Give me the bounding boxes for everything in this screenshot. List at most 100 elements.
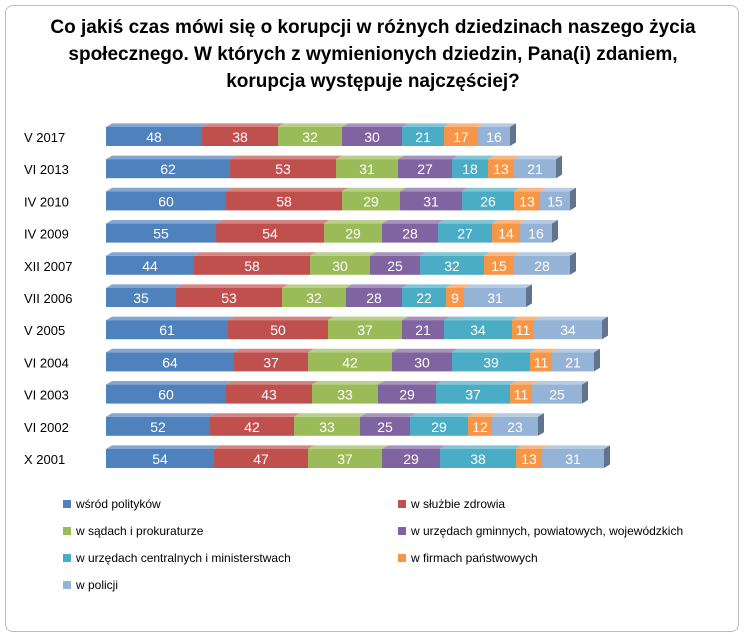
bar-segment — [106, 159, 230, 179]
data-label: 22 — [416, 290, 432, 306]
bar-segment-top — [342, 123, 408, 127]
data-label: 58 — [276, 193, 292, 209]
data-label: 21 — [527, 161, 543, 177]
bar-segment-top — [106, 445, 220, 449]
category-label: IV 2009 — [24, 227, 69, 242]
bar-segment — [106, 384, 226, 404]
bar-segment-top — [226, 187, 348, 192]
category-label: V 2017 — [24, 130, 65, 145]
bar-segment — [278, 127, 342, 146]
bar-segment-top — [106, 252, 200, 256]
chart-title: Co jakiś czas mówi się o korupcji w różn… — [50, 17, 696, 92]
bar-segment-top — [106, 155, 236, 160]
data-label: 47 — [253, 451, 269, 467]
bar-segment — [294, 416, 360, 436]
data-label: 55 — [153, 226, 169, 242]
data-label: 52 — [150, 419, 166, 435]
bar-segment-top — [420, 252, 490, 256]
bar-segment — [478, 127, 510, 146]
data-label: 13 — [521, 451, 537, 467]
bar-segment-top — [436, 381, 516, 385]
bar-segment-top — [106, 123, 208, 127]
bar-segment-top — [230, 155, 342, 160]
data-label: 11 — [514, 387, 529, 403]
bar-segment — [532, 384, 582, 404]
data-label: 30 — [332, 258, 348, 274]
bar-segment-side — [510, 123, 516, 146]
bar-segment — [410, 416, 468, 436]
bar-segment-top — [328, 316, 408, 321]
legend-label: w służbie zdrowia — [411, 497, 506, 511]
legend-swatch — [63, 581, 71, 589]
data-label: 34 — [560, 322, 576, 338]
data-label: 48 — [146, 129, 162, 145]
bar-segment-top — [308, 445, 388, 449]
bar-segment-top — [342, 187, 406, 192]
bar-segment — [438, 223, 492, 243]
bar-segment — [226, 191, 342, 211]
bar-row: VI 2013 62 53 31 27 18 13 21 — [24, 155, 562, 179]
bar-segment-top — [294, 413, 366, 417]
bar-segment-side — [594, 348, 600, 372]
data-label: 60 — [158, 387, 174, 403]
bar-segment-top — [400, 187, 468, 192]
bar-segment-top — [106, 187, 232, 192]
data-label: 16 — [486, 129, 502, 145]
data-label: 16 — [528, 226, 544, 242]
data-label: 21 — [565, 354, 581, 370]
bar-segment-side — [526, 284, 532, 307]
bar-segment — [440, 449, 516, 468]
bar-segment — [106, 191, 226, 211]
bar-segment — [514, 191, 540, 211]
bar-segment — [392, 352, 452, 372]
data-label: 26 — [480, 193, 496, 209]
category-label: VI 2013 — [24, 162, 69, 177]
data-label: 54 — [152, 451, 168, 467]
legend-label: w urzędach gminnych, powiatowych, wojewó… — [411, 524, 684, 538]
bar-segment — [202, 127, 278, 146]
bar-segment — [512, 320, 534, 340]
bar-segment — [444, 127, 478, 146]
bar-segment — [514, 255, 570, 275]
bar-segment — [346, 288, 402, 307]
bar-segment — [552, 352, 594, 372]
legend-label: w policji — [76, 578, 119, 592]
data-label: 15 — [491, 258, 507, 274]
data-label: 61 — [159, 322, 175, 338]
bar-segment — [378, 384, 436, 404]
bar-segment-top — [378, 381, 442, 385]
data-label: 60 — [158, 193, 174, 209]
bar-segment-top — [492, 413, 544, 417]
data-label: 58 — [244, 258, 260, 274]
bar-segment — [176, 288, 282, 307]
data-label: 37 — [337, 451, 353, 467]
data-label: 39 — [483, 354, 499, 370]
bar-segment-top — [382, 220, 444, 224]
legend-label: w urzędach centralnych i ministerstwach — [76, 551, 291, 565]
bar-segment-top — [210, 413, 300, 417]
bar-row: IV 2009 55 54 29 28 27 14 16 — [24, 220, 558, 243]
legend-label: w sądach i prokuraturze — [76, 524, 204, 538]
bar-segment-top — [336, 155, 404, 160]
bar-segment-top — [278, 123, 348, 127]
data-label: 11 — [534, 354, 549, 370]
bar-segment-top — [510, 381, 538, 385]
bar-segment-top — [310, 252, 376, 256]
data-label: 43 — [261, 387, 277, 403]
data-label: 30 — [414, 354, 430, 370]
data-label: 30 — [364, 129, 380, 145]
bar-segment-side — [602, 316, 608, 340]
category-label: IV 2010 — [24, 194, 69, 209]
data-label: 17 — [453, 129, 469, 145]
bar-segment-top — [468, 413, 498, 417]
bar-segment — [106, 449, 214, 468]
bar-segment — [106, 352, 234, 372]
bar-segment-top — [106, 381, 232, 385]
bar-segment — [342, 127, 402, 146]
bar-row: VI 2004 64 37 42 30 39 11 21 — [24, 348, 600, 372]
bar-segment — [310, 255, 370, 275]
bar-segment-top — [532, 381, 588, 385]
bar-segment — [382, 449, 440, 468]
bar-segment-top — [226, 381, 318, 385]
data-label: 29 — [345, 226, 361, 242]
